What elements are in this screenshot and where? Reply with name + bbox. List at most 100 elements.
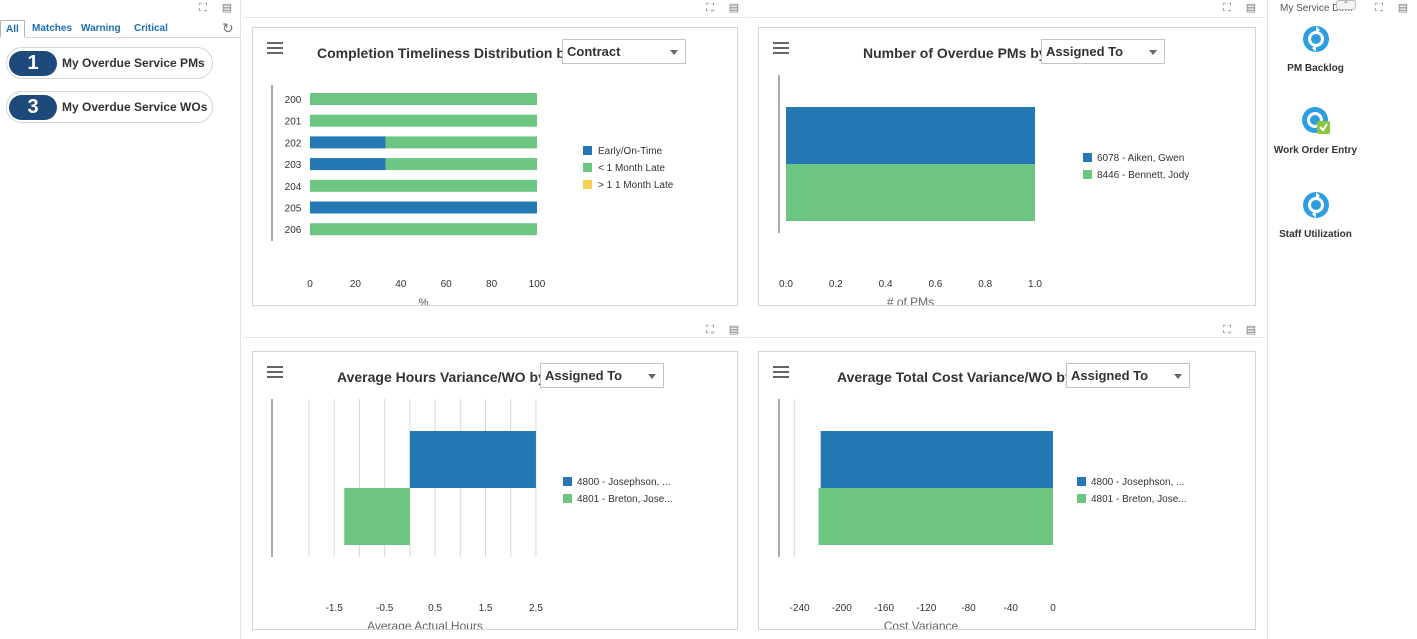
- bar: [385, 158, 537, 171]
- x-tick-label: 20: [350, 279, 362, 290]
- x-axis-label: %: [419, 297, 429, 305]
- refresh-circle-icon: [1302, 26, 1329, 52]
- legend-swatch: [583, 180, 592, 189]
- x-tick-label: -240: [790, 603, 810, 614]
- bar: [310, 179, 537, 192]
- y-tick-label: 201: [285, 117, 302, 128]
- portlet-completion: ⛶ ▤ Completion Timeliness Distribution b…: [243, 0, 749, 319]
- link-staff-utilization[interactable]: Staff Utilization: [1268, 190, 1363, 241]
- legend-label: > 1 1 Month Late: [598, 180, 674, 191]
- portlet-toolbar: ⛶ ▤: [243, 0, 749, 18]
- tab-warning[interactable]: Warning: [81, 23, 121, 34]
- legend-label: 6078 - Aiken, Gwen: [1097, 153, 1184, 164]
- chart-card: Number of Overdue PMs by Assigned To 0.0…: [758, 27, 1256, 306]
- alert-overdue-wos[interactable]: 3 My Overdue Service WOs: [6, 91, 213, 123]
- bar: [310, 158, 386, 171]
- refresh-circle-icon: [1302, 192, 1329, 218]
- x-tick-label: 80: [486, 279, 498, 290]
- legend-swatch: [563, 494, 572, 503]
- x-tick-label: -0.5: [376, 603, 394, 614]
- bar: [310, 93, 537, 105]
- x-axis-label: Average Actual Hours: [367, 619, 483, 629]
- y-tick-label: 203: [285, 160, 302, 171]
- x-tick-label: -160: [874, 603, 894, 614]
- link-label: PM Backlog: [1287, 63, 1344, 74]
- x-tick-label: 0: [307, 279, 313, 290]
- link-pm-backlog[interactable]: PM Backlog: [1268, 24, 1363, 75]
- edit-icon[interactable]: ▤: [1245, 2, 1257, 14]
- bar: [310, 136, 386, 149]
- x-tick-label: -40: [1004, 603, 1019, 614]
- select-value: Assigned To: [1071, 368, 1149, 383]
- maximize-icon[interactable]: ⛶: [706, 2, 714, 14]
- bar: [310, 201, 537, 214]
- tab-critical[interactable]: Critical: [134, 23, 168, 34]
- legend-label: 4800 - Josephson, ...: [1091, 477, 1184, 488]
- x-tick-label: 60: [441, 279, 453, 290]
- y-tick-label: 200: [285, 95, 302, 106]
- alert-label: My Overdue Service PMs: [62, 56, 205, 70]
- maximize-icon[interactable]: ⛶: [199, 2, 207, 14]
- legend-swatch: [1083, 170, 1092, 179]
- bar: [310, 114, 537, 127]
- tab-all[interactable]: All: [0, 20, 25, 38]
- y-tick-label: 202: [285, 138, 302, 149]
- x-tick-label: -200: [832, 603, 852, 614]
- x-tick-label: 40: [395, 279, 407, 290]
- x-axis-label: Cost Variance: [884, 619, 959, 629]
- alert-overdue-pms[interactable]: 1 My Overdue Service PMs: [6, 47, 213, 79]
- maximize-icon[interactable]: ⛶: [706, 324, 714, 336]
- legend-label: < 1 Month Late: [598, 163, 665, 174]
- alert-count-badge: 1: [9, 51, 57, 76]
- link-work-order-entry[interactable]: Work Order Entry: [1268, 106, 1363, 157]
- bar: [818, 488, 1053, 545]
- group-by-select[interactable]: Assigned To: [1041, 39, 1165, 64]
- legend-swatch: [583, 163, 592, 172]
- maximize-icon[interactable]: ⛶: [1375, 2, 1383, 14]
- maximize-icon[interactable]: ⛶: [1223, 2, 1231, 14]
- chart-title: Average Hours Variance/WO by: [337, 369, 546, 385]
- legend-swatch: [1077, 494, 1086, 503]
- alerts-panel: ⛶ ▤ All Matches Warning Critical ↻ 1 My …: [0, 0, 241, 639]
- portlet-overdue-pms: ⛶ ▤ Number of Overdue PMs by Assigned To…: [750, 0, 1266, 319]
- x-tick-label: 100: [529, 279, 546, 290]
- legend-label: 8446 - Bennett, Jody: [1097, 170, 1189, 181]
- edit-icon[interactable]: ▤: [1397, 2, 1409, 14]
- chart-card: Completion Timeliness Distribution by Co…: [252, 27, 738, 306]
- edit-icon[interactable]: ▤: [221, 2, 233, 14]
- maximize-icon[interactable]: ⛶: [1223, 324, 1231, 336]
- chart-title: Completion Timeliness Distribution by: [317, 45, 573, 61]
- group-by-select[interactable]: Assigned To: [540, 363, 664, 388]
- alert-label: My Overdue Service WOs: [62, 100, 208, 114]
- edit-icon[interactable]: ▤: [728, 324, 740, 336]
- chevron-up-icon[interactable]: ⌃: [1336, 0, 1356, 10]
- menu-icon[interactable]: [773, 366, 789, 380]
- portlet-cost-variance: ⛶ ▤ Average Total Cost Variance/WO by As…: [750, 320, 1266, 639]
- select-value: Assigned To: [1046, 44, 1124, 59]
- legend-label: Early/On-Time: [598, 146, 663, 157]
- edit-icon[interactable]: ▤: [1245, 324, 1257, 336]
- edit-icon[interactable]: ▤: [728, 2, 740, 14]
- menu-icon[interactable]: [773, 42, 789, 56]
- panel-title: My Service Dir...: [1280, 3, 1353, 14]
- alert-tabs: All Matches Warning Critical: [0, 20, 241, 38]
- tab-matches[interactable]: Matches: [32, 23, 73, 34]
- bar: [310, 223, 537, 236]
- bar: [409, 431, 536, 488]
- legend-swatch: [1083, 153, 1092, 162]
- link-label: Staff Utilization: [1279, 229, 1352, 240]
- group-by-select[interactable]: Assigned To: [1066, 363, 1190, 388]
- x-tick-label: -120: [916, 603, 936, 614]
- portlet-hours-variance: ⛶ ▤ Average Hours Variance/WO by Assigne…: [243, 320, 749, 639]
- portlet-toolbar: ⛶ ▤: [750, 0, 1266, 18]
- x-tick-label: 0: [1050, 603, 1056, 614]
- menu-icon[interactable]: [267, 366, 283, 380]
- select-value: Contract: [567, 44, 621, 59]
- group-by-select[interactable]: Contract: [562, 39, 686, 64]
- refresh-icon[interactable]: ↻: [222, 20, 234, 36]
- cost-variance-chart: -240 -200 -160 -120 -80 -40 0 Cost Variance 4800…: [778, 399, 1187, 629]
- x-tick-label: 0.0: [779, 279, 793, 290]
- chevron-down-icon: [648, 374, 656, 379]
- bar: [344, 488, 410, 545]
- menu-icon[interactable]: [267, 42, 283, 56]
